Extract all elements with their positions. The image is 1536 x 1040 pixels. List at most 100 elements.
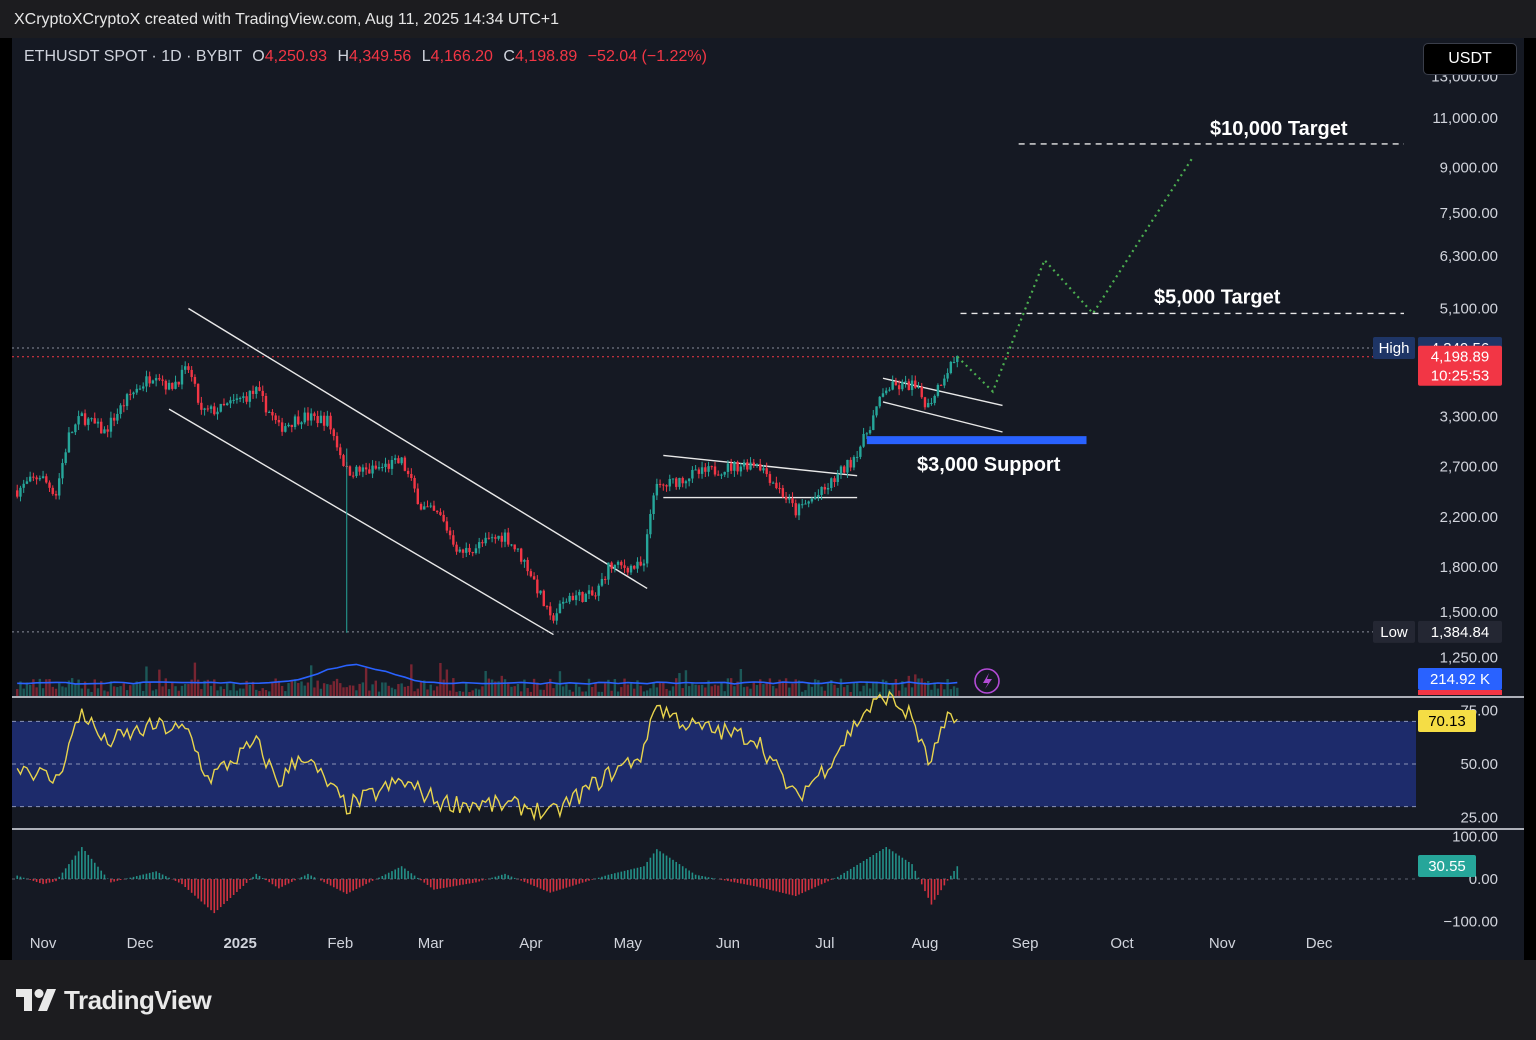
- volume-bar: [881, 679, 885, 696]
- candle-body: [843, 466, 846, 473]
- volume-bar: [287, 683, 290, 696]
- volume-bar: [455, 691, 458, 696]
- candle-body: [885, 390, 888, 394]
- candle-body: [775, 482, 778, 489]
- candle-body: [484, 537, 487, 544]
- candle-body: [616, 561, 620, 565]
- time-axis-label: Jun: [716, 935, 740, 952]
- candle-body: [865, 433, 869, 435]
- price-axis: 13,000.0011,000.009,000.007,500.006,300.…: [1373, 68, 1502, 931]
- candle-body: [571, 595, 575, 601]
- volume-bar: [477, 689, 481, 696]
- candle-body: [193, 377, 197, 384]
- volume-bar: [109, 681, 113, 696]
- volume-bar: [675, 678, 678, 696]
- rsi-band: [12, 720, 1416, 808]
- volume-bar: [209, 685, 213, 696]
- time-axis-label: Jul: [815, 935, 834, 952]
- volume-bar: [872, 681, 875, 696]
- chart-panel[interactable]: $10,000 Target $5,000 Target $3,000 Suppor…: [12, 38, 1524, 960]
- candle-body: [891, 381, 894, 390]
- candle-body: [930, 402, 933, 404]
- candle-body: [636, 561, 639, 569]
- volume-bar: [116, 687, 119, 696]
- time-axis-label: Apr: [519, 935, 542, 952]
- candle-body: [74, 424, 77, 433]
- volume-bar: [222, 689, 226, 696]
- candle-body: [103, 429, 106, 434]
- volume-bar: [351, 685, 355, 696]
- volume-bar: [313, 687, 316, 696]
- candle-body: [878, 396, 881, 407]
- volume-bar: [746, 686, 749, 696]
- time-axis-label: 2025: [223, 935, 256, 952]
- volume-bar: [697, 685, 701, 696]
- candle-body: [510, 544, 513, 546]
- volume-bar: [452, 678, 455, 696]
- volume-bar: [616, 691, 620, 696]
- candle-body: [584, 593, 587, 602]
- volume-bar: [138, 681, 142, 696]
- volume-bar: [600, 691, 604, 696]
- volume-bar: [665, 688, 668, 696]
- low-price-badge: 1,384.84: [1418, 620, 1502, 643]
- candle-body: [351, 475, 355, 477]
- volume-bar: [22, 688, 25, 696]
- volume-bar: [306, 682, 310, 696]
- volume-bar: [148, 681, 151, 696]
- time-axis-label: Aug: [912, 935, 939, 952]
- candle-body: [471, 552, 474, 554]
- rsi-line: [16, 690, 958, 822]
- volume-bar: [930, 689, 933, 696]
- volume-bar: [536, 682, 539, 696]
- candle-body: [662, 484, 665, 486]
- volume-bar: [642, 691, 646, 696]
- volume-bar: [549, 678, 552, 696]
- candle-body: [154, 378, 158, 381]
- volume-bar: [203, 680, 206, 696]
- volume-bar: [303, 685, 306, 696]
- tradingview-logo[interactable]: TradingView: [16, 985, 212, 1015]
- volume-bar: [125, 690, 129, 696]
- candle-body: [423, 506, 426, 510]
- candle-body: [752, 462, 755, 466]
- candle-body: [28, 476, 32, 482]
- volume-bar: [284, 691, 287, 696]
- candle-body: [419, 504, 423, 510]
- candle-body: [151, 380, 155, 384]
- volume-bar: [639, 685, 642, 696]
- candle-body: [946, 373, 949, 379]
- chart-canvas[interactable]: $10,000 Target $5,000 Target $3,000 Suppor…: [12, 38, 1524, 960]
- candle-body: [736, 461, 739, 472]
- candle-body: [264, 395, 268, 413]
- candle-body: [952, 361, 956, 363]
- volume-bar: [377, 691, 381, 696]
- volume-bar: [51, 686, 54, 696]
- candle-body: [671, 478, 675, 480]
- volume-bar: [112, 686, 116, 696]
- candle-body: [435, 510, 439, 513]
- volume-bar: [545, 683, 549, 696]
- volume-bar: [19, 681, 22, 696]
- volume-bar: [61, 686, 64, 696]
- volume-bar: [154, 689, 158, 696]
- candle-body: [477, 542, 481, 549]
- volume-bar: [507, 682, 510, 696]
- candle-body: [129, 394, 132, 396]
- candle-body: [597, 585, 600, 596]
- volume-bar: [510, 686, 513, 696]
- attribution-bar: XCryptoXCryptoX created with TradingView…: [0, 0, 1536, 38]
- volume-bar: [171, 682, 174, 696]
- candle-body: [413, 478, 416, 489]
- candle-body: [665, 485, 668, 487]
- candle-body: [406, 470, 410, 474]
- symbol-label[interactable]: ETHUSDT SPOT · 1D · BYBIT: [24, 48, 242, 65]
- volume-bar: [801, 691, 804, 696]
- volume-bar: [226, 683, 229, 696]
- volume-bar: [910, 687, 914, 696]
- currency-button[interactable]: USDT: [1423, 43, 1517, 75]
- volume-bar: [736, 681, 739, 696]
- candle-body: [720, 474, 723, 476]
- low-tag-bg: [1373, 620, 1415, 643]
- volume-bar: [271, 681, 274, 696]
